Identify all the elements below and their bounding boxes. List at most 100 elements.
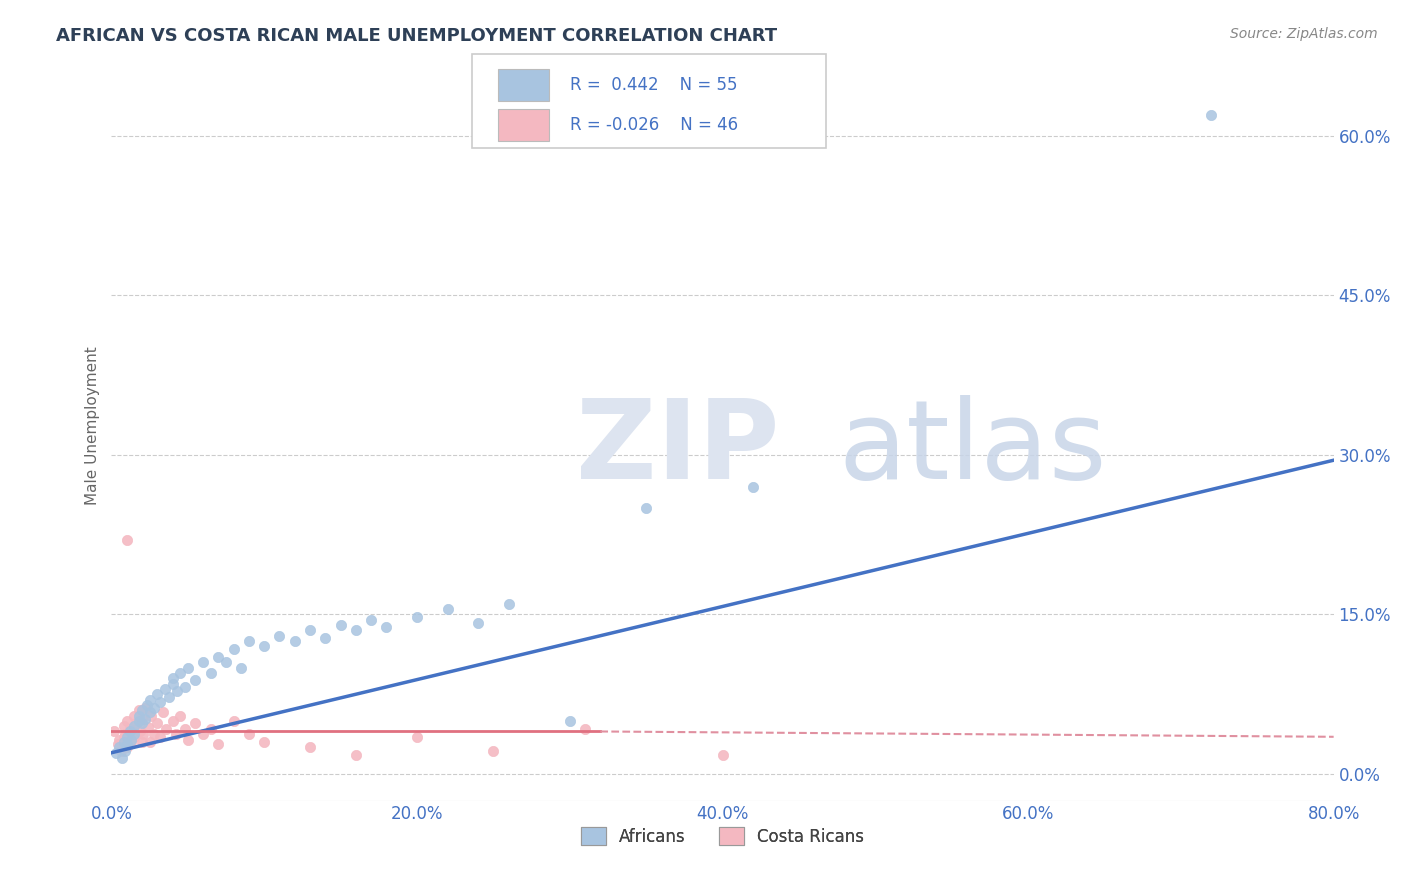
Point — [162, 714, 184, 728]
Point — [574, 723, 596, 737]
Point — [131, 735, 153, 749]
Point — [406, 609, 429, 624]
Point — [207, 650, 229, 665]
Point — [184, 673, 207, 688]
Point — [360, 613, 382, 627]
Text: ZIP: ZIP — [576, 394, 779, 501]
Point — [162, 671, 184, 685]
Point — [115, 740, 138, 755]
Point — [124, 730, 146, 744]
Point — [146, 715, 169, 730]
Point — [299, 624, 322, 638]
Point — [134, 701, 156, 715]
Point — [131, 703, 153, 717]
Point — [128, 703, 150, 717]
Point — [344, 624, 367, 638]
Point — [284, 634, 307, 648]
Point — [120, 735, 142, 749]
Text: R = -0.026    N = 46: R = -0.026 N = 46 — [569, 116, 738, 134]
Point — [200, 665, 222, 680]
Point — [135, 698, 157, 712]
Point — [138, 692, 160, 706]
Point — [231, 660, 253, 674]
Point — [111, 751, 134, 765]
Point — [125, 715, 148, 730]
Point — [104, 746, 127, 760]
Point — [165, 726, 187, 740]
Point — [253, 735, 276, 749]
Point — [149, 695, 172, 709]
Point — [112, 735, 135, 749]
Point — [134, 712, 156, 726]
Text: R =  0.442    N = 55: R = 0.442 N = 55 — [569, 76, 737, 95]
Point — [406, 730, 429, 744]
Point — [115, 737, 138, 751]
Point — [498, 597, 520, 611]
Point — [344, 747, 367, 762]
Point — [1201, 107, 1223, 121]
Point — [131, 712, 153, 726]
Point — [108, 740, 131, 755]
Point — [118, 723, 141, 737]
Point — [115, 714, 138, 728]
Point — [108, 733, 131, 747]
Point — [253, 640, 276, 654]
Point — [132, 726, 155, 740]
Point — [742, 480, 765, 494]
Point — [238, 726, 260, 740]
Point — [173, 723, 195, 737]
Point — [124, 708, 146, 723]
Point — [136, 720, 159, 734]
Point — [114, 744, 136, 758]
Point — [103, 724, 125, 739]
Point — [114, 726, 136, 740]
FancyBboxPatch shape — [498, 109, 548, 141]
Point — [131, 715, 153, 730]
Point — [152, 706, 174, 720]
Point — [314, 631, 336, 645]
Point — [177, 660, 200, 674]
Point — [200, 723, 222, 737]
Point — [436, 602, 458, 616]
Point — [115, 730, 138, 744]
Point — [558, 714, 581, 728]
Point — [177, 733, 200, 747]
Text: atlas: atlas — [838, 394, 1107, 501]
Point — [238, 634, 260, 648]
Point — [191, 656, 214, 670]
Point — [129, 724, 152, 739]
Point — [118, 724, 141, 739]
Point — [159, 690, 181, 705]
Point — [146, 687, 169, 701]
Point — [166, 684, 188, 698]
Point — [112, 730, 135, 744]
Point — [155, 723, 177, 737]
Point — [124, 726, 146, 740]
Text: Source: ZipAtlas.com: Source: ZipAtlas.com — [1230, 27, 1378, 41]
FancyBboxPatch shape — [498, 70, 548, 101]
FancyBboxPatch shape — [472, 54, 827, 148]
Point — [107, 737, 129, 751]
Point — [711, 747, 734, 762]
Point — [143, 701, 166, 715]
Point — [207, 737, 229, 751]
Point — [138, 706, 160, 720]
Point — [222, 714, 245, 728]
Point — [153, 681, 176, 696]
Point — [375, 620, 398, 634]
Point — [169, 665, 191, 680]
Point — [115, 533, 138, 547]
Point — [482, 744, 505, 758]
Point — [269, 629, 291, 643]
Point — [138, 735, 160, 749]
Point — [162, 676, 184, 690]
Point — [173, 680, 195, 694]
Point — [149, 730, 172, 744]
Point — [191, 726, 214, 740]
Point — [112, 719, 135, 733]
Legend: Africans, Costa Ricans: Africans, Costa Ricans — [574, 821, 870, 852]
Y-axis label: Male Unemployment: Male Unemployment — [86, 346, 100, 505]
Point — [636, 501, 658, 516]
Point — [128, 708, 150, 723]
Point — [169, 708, 191, 723]
